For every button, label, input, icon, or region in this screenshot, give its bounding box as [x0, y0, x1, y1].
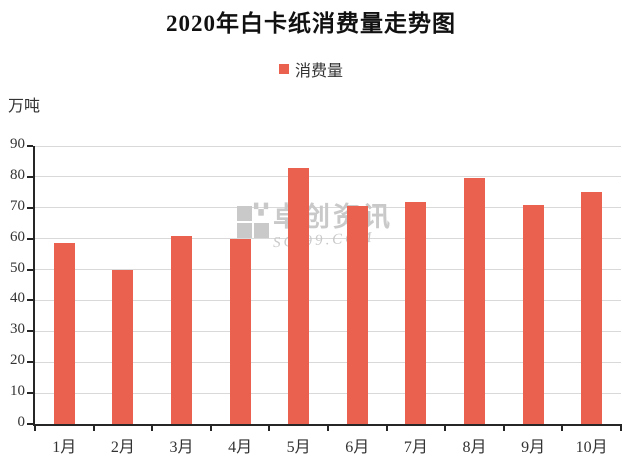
x-axis-tick [620, 424, 622, 431]
y-tick-label: 80 [10, 166, 25, 183]
x-axis-tick [209, 424, 212, 431]
x-axis-tick [561, 424, 564, 431]
x-tick-label: 3月 [169, 439, 194, 456]
y-axis-tick [27, 237, 33, 240]
bar-2月 [112, 269, 134, 424]
x-tick-label: 7月 [403, 439, 428, 456]
legend-swatch-icon [278, 64, 289, 74]
bar-7月 [405, 201, 427, 424]
gridline [35, 392, 621, 394]
bar-8月 [464, 178, 485, 424]
x-tick-label: 2月 [110, 439, 135, 456]
x-tick-label: 6月 [345, 439, 370, 456]
y-tick-label: 40 [10, 290, 25, 307]
legend: 消费量 [0, 57, 622, 81]
y-tick-label: 10 [10, 383, 25, 400]
bar-1月 [53, 243, 75, 424]
gridline [35, 299, 621, 301]
x-tick-label: 9月 [521, 439, 546, 456]
gridline [35, 207, 621, 209]
y-tick-label: 90 [10, 136, 25, 152]
gridline [35, 238, 621, 240]
y-tick-label: 30 [10, 321, 25, 338]
x-axis-tick [151, 424, 154, 431]
y-axis-tick [27, 175, 33, 178]
y-axis-unit-label: 万吨 [8, 98, 41, 115]
y-axis-tick [27, 330, 33, 333]
y-axis-tick [27, 392, 33, 395]
x-axis-tick [444, 424, 447, 431]
watermark: 卓创资讯 SCI99.COM [237, 203, 393, 251]
x-tick-label: 10月 [575, 439, 608, 456]
chart-title: 2020年白卡纸消费量走势图 [166, 11, 456, 36]
x-tick-label: 5月 [286, 439, 311, 456]
y-axis-tick [27, 206, 33, 209]
y-tick-label: 70 [10, 197, 25, 214]
y-tick-label: 20 [10, 352, 25, 369]
watermark-logo-cell [254, 223, 269, 238]
bar-4月 [229, 238, 251, 424]
gridline [35, 269, 621, 271]
y-axis-tick [27, 361, 33, 364]
bar-6月 [346, 206, 368, 424]
y-axis-tick [27, 299, 33, 302]
gridline [35, 145, 621, 147]
bar-9月 [522, 204, 544, 424]
x-axis-tick [92, 424, 95, 431]
watermark-logo-cell [237, 206, 252, 221]
y-axis-tick [27, 423, 33, 425]
plot-area: 卓创资讯 SCI99.COM 0 10 20 30 40 50 60 70 80 90 1月 2月 3月… [10, 136, 622, 456]
y-tick-label: 60 [10, 228, 25, 245]
bar-3月 [171, 235, 192, 424]
legend-label: 消费量 [294, 63, 343, 80]
watermark-logo-icon [237, 203, 269, 238]
gridline [35, 176, 621, 178]
y-axis-tick [27, 145, 33, 147]
y-tick-label: 50 [10, 259, 25, 276]
y-tick-label: 0 [17, 414, 26, 430]
watermark-logo-cell [254, 203, 269, 221]
gridline [35, 330, 621, 332]
x-axis-tick [327, 424, 329, 431]
watermark-logo-cell [237, 223, 252, 238]
y-axis-tick [27, 268, 33, 271]
bar-10月 [581, 192, 603, 424]
x-tick-label: 4月 [228, 439, 253, 456]
x-axis-tick [385, 424, 388, 431]
gridline [35, 361, 621, 363]
x-tick-label: 8月 [462, 439, 487, 456]
bar-5月 [288, 167, 310, 424]
x-tick-label: 1月 [52, 439, 77, 456]
x-axis-tick [34, 424, 36, 431]
x-axis-tick [268, 424, 271, 431]
x-axis-tick [502, 424, 505, 431]
